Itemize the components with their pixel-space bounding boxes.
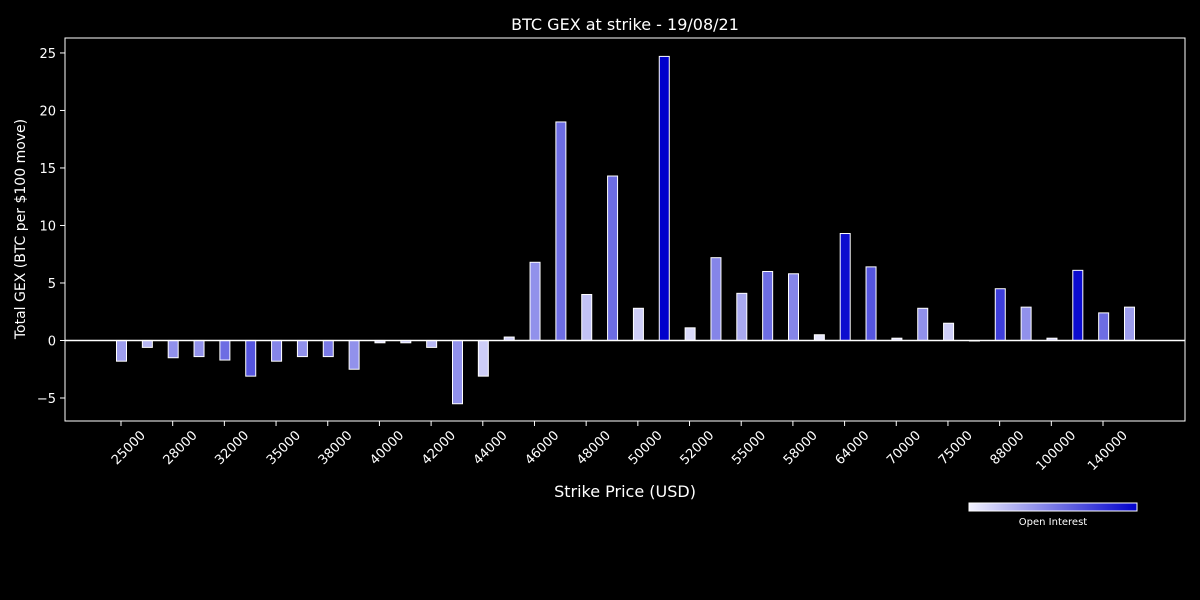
bar xyxy=(296,339,308,358)
legend-colorbar xyxy=(968,502,1138,512)
bar xyxy=(813,334,825,341)
bar xyxy=(581,293,593,341)
bar xyxy=(116,339,127,362)
x-tick-label: 35000 xyxy=(264,428,304,468)
x-tick-label: 28000 xyxy=(161,428,201,468)
y-tick-label: 15 xyxy=(39,162,56,177)
x-axis-label: Strike Price (USD) xyxy=(554,482,696,501)
legend-label: Open Interest xyxy=(1019,517,1088,528)
x-tick-label: 70000 xyxy=(884,428,924,468)
bar xyxy=(141,339,153,348)
bar xyxy=(219,339,231,361)
x-tick-label: 52000 xyxy=(678,428,718,468)
x-tick-label: 140000 xyxy=(1085,428,1131,474)
bar xyxy=(555,121,567,341)
x-tick-label: 75000 xyxy=(936,428,976,468)
y-tick-label: 5 xyxy=(48,277,56,292)
x-tick-label: 42000 xyxy=(419,428,459,468)
y-axis-label: Total GEX (BTC per $100 move) xyxy=(13,119,29,340)
y-tick-label: 0 xyxy=(48,334,56,349)
x-tick-label: 50000 xyxy=(626,428,666,468)
chart-title: BTC GEX at strike - 19/08/21 xyxy=(511,15,739,34)
x-tick-label: 58000 xyxy=(781,428,821,468)
bar xyxy=(1124,306,1135,341)
bar xyxy=(322,339,334,358)
y-tick-label: 25 xyxy=(39,47,56,62)
y-tick-label: 20 xyxy=(39,104,56,119)
legend: Open Interest xyxy=(968,502,1138,528)
bar xyxy=(710,257,722,341)
bar xyxy=(1098,312,1110,341)
bar xyxy=(658,55,670,341)
x-tick-label: 38000 xyxy=(316,428,356,468)
bar xyxy=(994,288,1006,341)
x-tick-label: 55000 xyxy=(729,428,769,468)
plot-area: −5 0 5 10 15 20 25 25000 28000 32000 35000 38000 400… xyxy=(37,37,1186,474)
bar xyxy=(477,339,489,377)
bar xyxy=(684,327,696,341)
bar xyxy=(452,339,463,405)
x-tick-label: 46000 xyxy=(522,428,562,468)
bar xyxy=(245,339,257,377)
x-tick-label: 44000 xyxy=(471,428,511,468)
bar xyxy=(762,270,774,341)
bar xyxy=(943,322,955,341)
bar xyxy=(167,339,179,359)
x-tick-label: 25000 xyxy=(109,428,149,468)
bar xyxy=(348,339,360,370)
bar xyxy=(736,292,748,341)
y-tick-label: −5 xyxy=(37,392,56,407)
x-tick-label: 32000 xyxy=(212,428,252,468)
bar xyxy=(193,339,205,358)
plot-frame xyxy=(64,37,1186,422)
bar xyxy=(271,339,283,362)
bar xyxy=(917,307,929,341)
bar xyxy=(865,266,877,341)
x-tick-label: 100000 xyxy=(1033,428,1079,474)
bar xyxy=(632,307,644,341)
bar xyxy=(607,175,619,341)
bar xyxy=(839,233,851,341)
x-tick-label: 88000 xyxy=(988,428,1028,468)
bar xyxy=(788,273,799,341)
y-tick-label: 10 xyxy=(39,219,56,234)
x-tick-label: 64000 xyxy=(833,428,873,468)
bar xyxy=(529,261,541,341)
x-tick-label: 40000 xyxy=(367,428,407,468)
bar xyxy=(1072,269,1084,341)
bar xyxy=(1020,306,1032,341)
bar xyxy=(426,339,438,348)
x-tick-label: 48000 xyxy=(574,428,614,468)
